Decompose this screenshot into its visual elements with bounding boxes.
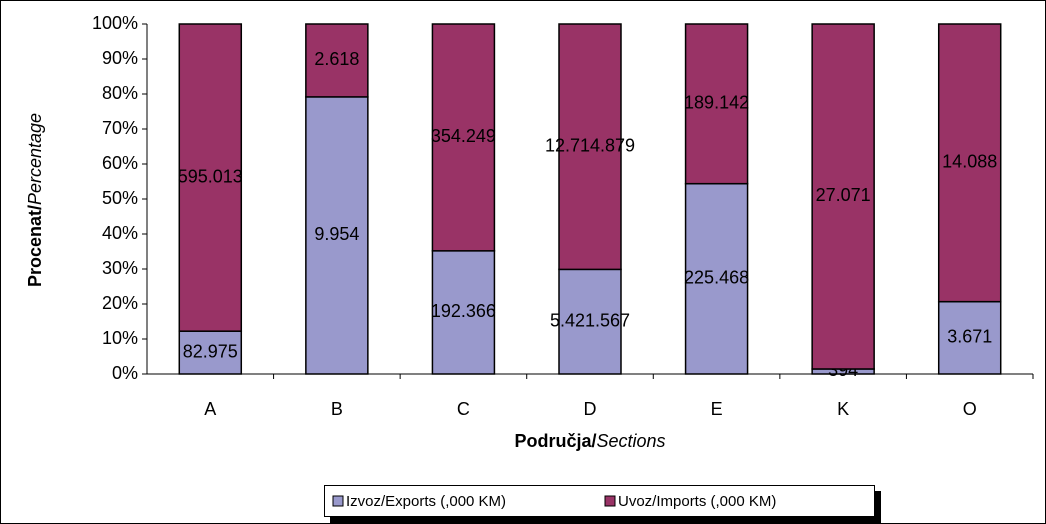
y-tick-label: 20% — [102, 293, 138, 313]
y-tick-label: 40% — [102, 223, 138, 243]
y-tick-label: 0% — [112, 363, 138, 383]
x-tick-label: E — [711, 399, 723, 419]
data-label: 3.671 — [947, 327, 992, 347]
x-tick-label: D — [584, 399, 597, 419]
data-label: 5.421.567 — [550, 310, 630, 330]
data-label: 595.013 — [178, 166, 243, 186]
data-label: 12.714.879 — [545, 135, 635, 155]
bar — [684, 23, 749, 185]
bar — [937, 300, 1002, 375]
data-label: 27.071 — [816, 185, 871, 205]
x-title-part: Sections — [596, 431, 665, 451]
y-tick-label: 30% — [102, 258, 138, 278]
x-tick-label: B — [331, 399, 343, 419]
y-axis-title: Procenat/Percentage — [25, 113, 45, 287]
bar — [937, 23, 1002, 303]
y-tick-label: 80% — [102, 83, 138, 103]
y-tick-label: 60% — [102, 153, 138, 173]
data-label: 189.142 — [684, 93, 749, 113]
x-tick-label: O — [963, 399, 977, 419]
bar — [178, 23, 243, 332]
legend-swatch — [332, 495, 344, 507]
y-tick-label: 50% — [102, 188, 138, 208]
bar — [558, 23, 622, 271]
legend-swatch — [604, 495, 616, 507]
data-label: 192.366 — [431, 301, 496, 321]
x-tick-label: A — [204, 399, 216, 419]
bar — [305, 23, 369, 98]
x-tick-label: K — [837, 399, 849, 419]
bar — [431, 23, 496, 252]
y-title-part: Procenat/ — [25, 205, 45, 287]
data-label: 14.088 — [942, 152, 997, 172]
bar — [305, 96, 369, 375]
x-title-part: Područja/ — [514, 431, 596, 451]
x-tick-label: C — [457, 399, 470, 419]
y-title-part: Percentage — [25, 113, 45, 205]
data-label: 225.468 — [684, 268, 749, 288]
y-tick-label: 70% — [102, 118, 138, 138]
y-tick-label: 100% — [92, 13, 138, 33]
legend — [324, 485, 875, 517]
y-tick-label: 10% — [102, 328, 138, 348]
bar — [811, 23, 875, 370]
bar — [431, 250, 496, 375]
legend-label: Uvoz/Imports (,000 KM) — [618, 493, 776, 510]
data-label: 354.249 — [431, 126, 496, 146]
data-label: 9.954 — [314, 224, 359, 244]
bar — [558, 268, 622, 375]
x-axis-title: Područja/Sections — [514, 431, 665, 451]
y-tick-label: 90% — [102, 48, 138, 68]
data-label: 82.975 — [183, 341, 238, 361]
data-label: 2.618 — [314, 49, 359, 69]
legend-label: Izvoz/Exports (,000 KM) — [346, 493, 506, 510]
